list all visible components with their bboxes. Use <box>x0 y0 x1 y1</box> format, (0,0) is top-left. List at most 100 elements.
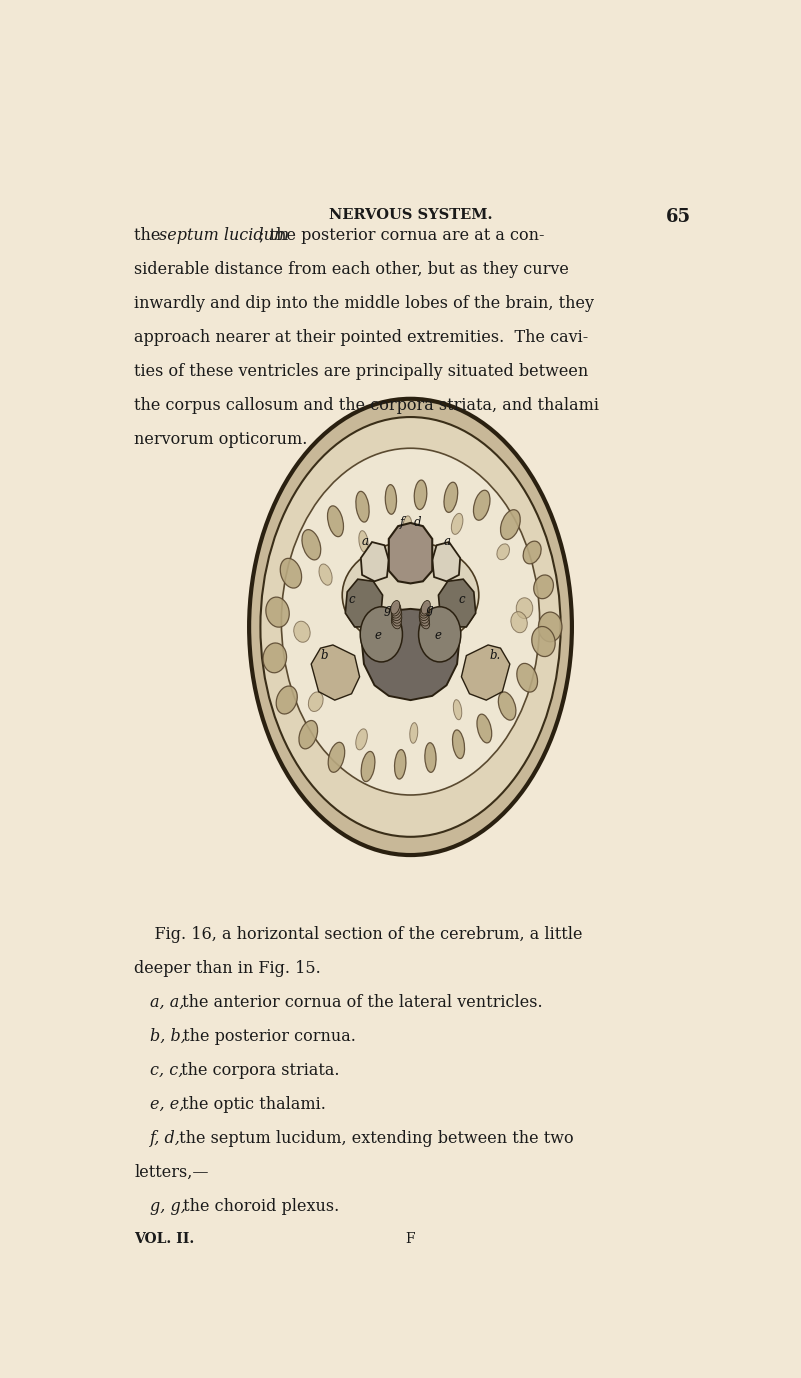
Ellipse shape <box>497 544 509 559</box>
Ellipse shape <box>501 510 520 540</box>
Ellipse shape <box>359 531 368 553</box>
Ellipse shape <box>533 575 553 598</box>
Text: c: c <box>458 593 465 605</box>
Ellipse shape <box>281 448 540 795</box>
Ellipse shape <box>280 558 302 588</box>
Ellipse shape <box>421 604 430 616</box>
Text: letters,—: letters,— <box>135 1164 209 1181</box>
Text: the anterior cornua of the lateral ventricles.: the anterior cornua of the lateral ventr… <box>177 994 542 1011</box>
Ellipse shape <box>410 722 418 743</box>
Ellipse shape <box>302 529 320 559</box>
Polygon shape <box>388 522 433 583</box>
Ellipse shape <box>385 485 396 514</box>
Ellipse shape <box>473 491 490 521</box>
Ellipse shape <box>453 730 465 758</box>
Ellipse shape <box>392 612 402 623</box>
Ellipse shape <box>360 606 402 661</box>
Text: f, d,: f, d, <box>150 1130 181 1146</box>
Ellipse shape <box>356 492 369 522</box>
Ellipse shape <box>391 601 400 615</box>
Text: c, c,: c, c, <box>150 1062 183 1079</box>
Ellipse shape <box>498 692 516 721</box>
Text: the posterior cornua.: the posterior cornua. <box>178 1028 356 1045</box>
Ellipse shape <box>249 398 572 854</box>
Text: Fig. 16.: Fig. 16. <box>381 466 440 480</box>
Ellipse shape <box>392 616 400 628</box>
Text: a: a <box>444 535 450 548</box>
Polygon shape <box>433 542 460 582</box>
Ellipse shape <box>452 514 463 535</box>
Ellipse shape <box>299 721 318 748</box>
Polygon shape <box>360 542 388 582</box>
Text: b.: b. <box>490 649 501 661</box>
Ellipse shape <box>477 714 492 743</box>
Text: b: b <box>320 649 328 661</box>
Ellipse shape <box>328 506 344 536</box>
Ellipse shape <box>517 663 537 692</box>
Polygon shape <box>311 645 360 700</box>
Ellipse shape <box>263 644 287 672</box>
Text: Fig. 16, a horizontal section of the cerebrum, a little: Fig. 16, a horizontal section of the cer… <box>135 926 583 943</box>
Ellipse shape <box>453 700 462 719</box>
Polygon shape <box>438 579 476 627</box>
Text: g: g <box>383 604 391 616</box>
Ellipse shape <box>392 606 401 619</box>
Ellipse shape <box>395 750 406 779</box>
Text: septum lucidum: septum lucidum <box>159 227 288 244</box>
Ellipse shape <box>260 418 561 836</box>
Ellipse shape <box>421 616 429 628</box>
Ellipse shape <box>538 612 562 642</box>
Text: the optic thalami.: the optic thalami. <box>177 1096 326 1113</box>
Ellipse shape <box>319 564 332 586</box>
Text: a: a <box>362 535 369 548</box>
Ellipse shape <box>392 615 401 626</box>
Text: the corpora striata.: the corpora striata. <box>176 1062 340 1079</box>
Text: g, g,: g, g, <box>150 1197 186 1215</box>
Ellipse shape <box>361 751 375 781</box>
Ellipse shape <box>486 667 499 686</box>
Text: e: e <box>375 628 381 642</box>
Ellipse shape <box>328 743 344 772</box>
Text: the choroid plexus.: the choroid plexus. <box>178 1197 339 1215</box>
Ellipse shape <box>523 542 541 564</box>
Ellipse shape <box>276 686 297 714</box>
Ellipse shape <box>342 542 479 648</box>
Ellipse shape <box>356 729 368 750</box>
Ellipse shape <box>419 612 429 623</box>
Text: approach nearer at their pointed extremities.  The cavi-: approach nearer at their pointed extremi… <box>135 329 589 346</box>
Ellipse shape <box>266 597 289 627</box>
Text: deeper than in Fig. 15.: deeper than in Fig. 15. <box>135 960 321 977</box>
Text: the: the <box>135 227 166 244</box>
Ellipse shape <box>403 515 412 536</box>
Text: ties of these ventricles are principally situated between: ties of these ventricles are principally… <box>135 362 589 380</box>
Ellipse shape <box>294 621 310 642</box>
Ellipse shape <box>308 692 323 711</box>
Ellipse shape <box>420 606 429 619</box>
Ellipse shape <box>421 601 430 615</box>
Ellipse shape <box>419 609 429 620</box>
Ellipse shape <box>444 482 457 513</box>
Text: g: g <box>425 604 433 616</box>
Text: inwardly and dip into the middle lobes of the brain, they: inwardly and dip into the middle lobes o… <box>135 295 594 311</box>
Text: e: e <box>434 628 441 642</box>
Text: NERVOUS SYSTEM.: NERVOUS SYSTEM. <box>328 208 493 222</box>
Text: the corpus callosum and the corpora striata, and thalami: the corpus callosum and the corpora stri… <box>135 397 599 413</box>
Ellipse shape <box>419 606 461 661</box>
Ellipse shape <box>391 604 400 616</box>
Ellipse shape <box>425 743 436 772</box>
Text: f: f <box>400 517 405 529</box>
Ellipse shape <box>392 609 402 620</box>
Text: 65: 65 <box>666 208 691 226</box>
Polygon shape <box>360 609 460 700</box>
Text: VOL. II.: VOL. II. <box>135 1232 195 1246</box>
Ellipse shape <box>516 598 533 619</box>
Polygon shape <box>345 579 383 627</box>
Ellipse shape <box>420 615 429 626</box>
Text: siderable distance from each other, but as they curve: siderable distance from each other, but … <box>135 260 570 278</box>
Ellipse shape <box>414 480 427 510</box>
Ellipse shape <box>532 627 555 656</box>
Text: a, a,: a, a, <box>150 994 184 1011</box>
Polygon shape <box>461 645 509 700</box>
Ellipse shape <box>511 612 527 633</box>
Text: e, e,: e, e, <box>150 1096 184 1113</box>
